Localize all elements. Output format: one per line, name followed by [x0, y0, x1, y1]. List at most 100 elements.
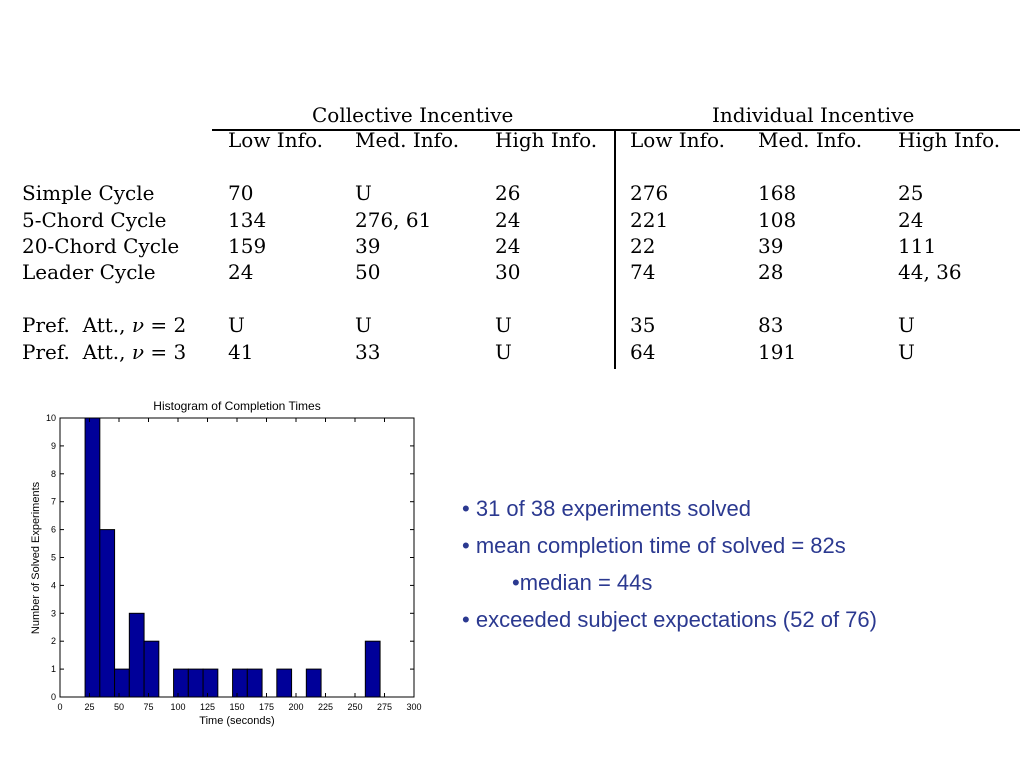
- row-label-suffix: = 3: [144, 340, 187, 364]
- row-label: Pref. Att., ν = 3: [22, 342, 186, 362]
- column-divider: [614, 129, 616, 369]
- x-tick-label: 100: [170, 702, 185, 712]
- table-cell: 159: [228, 234, 267, 258]
- row-label: Pref. Att., ν = 2: [22, 315, 186, 335]
- note-text: median = 44s: [519, 570, 653, 595]
- note-text: exceeded subject expectations (52 of 76): [475, 607, 877, 632]
- note-item-solved: • 31 of 38 experiments solved: [462, 496, 751, 522]
- table-cell: 24: [228, 260, 254, 284]
- plot-frame: [59, 417, 415, 698]
- table-cell: 24: [495, 234, 521, 258]
- histogram-bar: [114, 668, 130, 698]
- table-cell: 28: [758, 260, 784, 284]
- table-cell: 108: [758, 208, 797, 232]
- bullet-marker: •: [512, 570, 520, 595]
- histogram-bar: [276, 668, 293, 698]
- table-cell: 134: [228, 208, 267, 232]
- table-cell: 276: [630, 181, 669, 205]
- x-axis-label: Time (seconds): [199, 715, 274, 727]
- chart-title: Histogram of Completion Times: [153, 399, 320, 413]
- table-cell: 44, 36: [898, 260, 962, 284]
- histogram-bar: [84, 417, 101, 698]
- histogram-bar: [128, 612, 145, 698]
- group-header-collective: Collective Incentive: [312, 103, 514, 127]
- note-text: mean completion time of solved = 82s: [475, 533, 846, 558]
- table-cell: U: [495, 340, 512, 364]
- header-rule-right: [616, 129, 1020, 131]
- bullet-marker: •: [462, 533, 476, 558]
- table-cell: U: [898, 340, 915, 364]
- x-tick-label: 300: [406, 702, 421, 712]
- histogram-bar: [173, 668, 189, 698]
- table-cell: 168: [758, 181, 797, 205]
- table-cell: 35: [630, 313, 656, 337]
- table-cell: 276, 61: [355, 208, 432, 232]
- table-cell: 26: [495, 181, 521, 205]
- table-cell: 39: [355, 234, 381, 258]
- y-tick-label: 10: [46, 413, 56, 423]
- y-tick-label: 7: [51, 497, 56, 507]
- x-tick-label: 50: [114, 702, 124, 712]
- column-header: High Info.: [495, 128, 598, 152]
- histogram-bar: [202, 668, 219, 698]
- bullet-marker: •: [462, 607, 476, 632]
- y-tick-label: 4: [51, 580, 56, 590]
- table-cell: 24: [898, 208, 924, 232]
- x-tick-label: 25: [84, 702, 94, 712]
- table-cell: U: [898, 313, 915, 337]
- x-tick-label: 150: [229, 702, 244, 712]
- row-label-suffix: = 2: [144, 313, 187, 337]
- table-cell: 74: [630, 260, 656, 284]
- bullet-marker: •: [462, 496, 476, 521]
- x-tick-label: 75: [143, 702, 153, 712]
- table-cell: 111: [898, 234, 937, 258]
- table-cell: 24: [495, 208, 521, 232]
- row-label: 20-Chord Cycle: [22, 234, 180, 258]
- table-cell: 33: [355, 340, 381, 364]
- nu-symbol: ν: [131, 313, 145, 337]
- column-header: Med. Info.: [758, 128, 863, 152]
- y-tick-label: 0: [51, 692, 56, 702]
- histogram-bar: [187, 668, 204, 698]
- column-header: High Info.: [898, 128, 1001, 152]
- y-tick-label: 3: [51, 608, 56, 618]
- group-header-individual: Individual Incentive: [712, 103, 915, 127]
- note-item-median: •median = 44s: [512, 570, 652, 596]
- histogram-bar: [364, 640, 381, 698]
- table-cell: U: [355, 181, 372, 205]
- table-cell: 39: [758, 234, 784, 258]
- table-cell: U: [355, 313, 372, 337]
- table-cell: 221: [630, 208, 669, 232]
- results-table: Collective Incentive Individual Incentiv…: [0, 0, 1024, 380]
- table-cell: 50: [355, 260, 381, 284]
- histogram-bar: [143, 640, 160, 698]
- row-label: Simple Cycle: [22, 181, 155, 205]
- note-item-expectations: • exceeded subject expectations (52 of 7…: [462, 607, 877, 633]
- note-item-mean: • mean completion time of solved = 82s: [462, 533, 846, 559]
- table-cell: 83: [758, 313, 784, 337]
- histogram-bar: [246, 668, 263, 698]
- x-tick-label: 275: [377, 702, 392, 712]
- x-tick-label: 250: [347, 702, 362, 712]
- note-text: 31 of 38 experiments solved: [475, 496, 751, 521]
- table-cell: 41: [228, 340, 254, 364]
- x-tick-label: 225: [318, 702, 333, 712]
- x-tick-label: 200: [288, 702, 303, 712]
- y-tick-label: 1: [51, 664, 56, 674]
- y-tick-label: 6: [51, 525, 56, 535]
- table-cell: 25: [898, 181, 924, 205]
- histogram-chart: Histogram of Completion Times Time (seco…: [30, 399, 422, 727]
- row-label: Leader Cycle: [22, 260, 156, 284]
- row-label-prefix: Pref. Att.,: [22, 313, 132, 337]
- table-cell: 64: [630, 340, 656, 364]
- row-label-prefix: Pref. Att.,: [22, 340, 132, 364]
- column-header: Low Info.: [228, 128, 324, 152]
- nu-symbol: ν: [131, 340, 145, 364]
- table-cell: 22: [630, 234, 656, 258]
- x-tick-label: 0: [57, 702, 62, 712]
- histogram-bar: [99, 529, 116, 698]
- y-tick-label: 2: [51, 636, 56, 646]
- y-tick-label: 5: [51, 553, 56, 563]
- row-label: 5-Chord Cycle: [22, 208, 167, 232]
- table-cell: U: [228, 313, 245, 337]
